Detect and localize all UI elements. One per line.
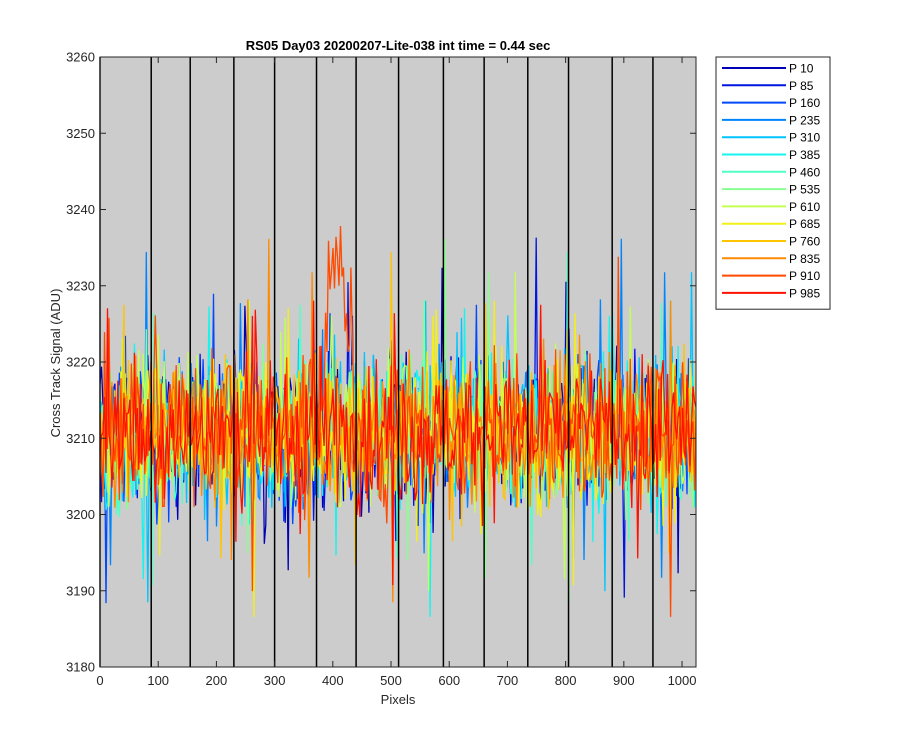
plot-axes: 0 100 200 300 400 500 600 700 800 900 1000 3180 3190… bbox=[66, 50, 697, 688]
y-tick-label: 3180 bbox=[66, 660, 95, 675]
y-tick-label: 3210 bbox=[66, 431, 95, 446]
x-tick-label: 800 bbox=[555, 673, 577, 688]
legend-label: P 460 bbox=[789, 165, 820, 179]
y-tick-label: 3200 bbox=[66, 507, 95, 522]
y-axis-label: Cross Track Signal (ADU) bbox=[48, 289, 63, 438]
chart-title: RS05 Day03 20200207-Lite-038 int time = … bbox=[246, 38, 551, 53]
legend-label: P 985 bbox=[789, 286, 820, 300]
x-tick-label: 900 bbox=[613, 673, 635, 688]
legend-label: P 910 bbox=[789, 269, 820, 283]
x-tick-label: 100 bbox=[147, 673, 169, 688]
y-tick-label: 3220 bbox=[66, 355, 95, 370]
legend: P 10 P 85 P 160 P 235 P 310 P 385 P 460 P 535 P … bbox=[715, 56, 831, 310]
legend-label: P 685 bbox=[789, 217, 820, 231]
x-tick-label: 700 bbox=[497, 673, 519, 688]
legend-label: P 385 bbox=[789, 148, 820, 162]
x-tick-label: 600 bbox=[438, 673, 460, 688]
legend-label: P 85 bbox=[789, 79, 814, 93]
y-tick-label: 3250 bbox=[66, 126, 95, 141]
x-tick-label: 300 bbox=[264, 673, 286, 688]
legend-label: P 535 bbox=[789, 183, 820, 197]
legend-label: P 10 bbox=[789, 62, 814, 76]
legend-label: P 235 bbox=[789, 113, 820, 127]
legend-box bbox=[715, 56, 831, 310]
legend-label: P 160 bbox=[789, 96, 820, 110]
y-tick-label: 3230 bbox=[66, 278, 95, 293]
y-tick-label: 3190 bbox=[66, 583, 95, 598]
x-tick-label: 500 bbox=[380, 673, 402, 688]
x-tick-label: 400 bbox=[322, 673, 344, 688]
legend-label: P 760 bbox=[789, 235, 820, 249]
x-tick-label: 200 bbox=[206, 673, 228, 688]
y-tick-label: 3260 bbox=[66, 50, 95, 65]
legend-label: P 610 bbox=[789, 200, 820, 214]
x-tick-label: 0 bbox=[96, 673, 103, 688]
x-tick-label: 1000 bbox=[668, 673, 697, 688]
x-axis-label: Pixels bbox=[381, 692, 416, 707]
legend-label: P 835 bbox=[789, 252, 820, 266]
y-tick-label: 3240 bbox=[66, 202, 95, 217]
legend-label: P 310 bbox=[789, 131, 820, 145]
